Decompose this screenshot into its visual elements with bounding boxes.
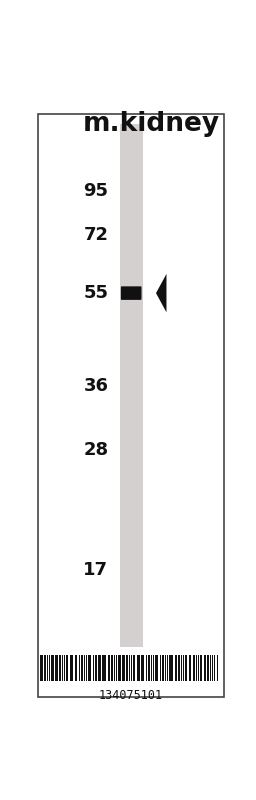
Bar <box>165 655 166 681</box>
Bar <box>129 655 130 681</box>
Bar <box>70 655 73 681</box>
Bar <box>57 655 58 681</box>
Bar <box>142 655 144 681</box>
Bar <box>158 655 159 681</box>
Bar <box>141 655 142 681</box>
Bar <box>108 655 110 681</box>
Bar <box>88 655 91 681</box>
Bar <box>79 655 80 681</box>
Bar <box>207 655 209 681</box>
Bar <box>203 655 204 681</box>
Bar <box>146 655 147 681</box>
Bar <box>98 655 99 681</box>
Bar <box>75 655 77 681</box>
Bar <box>47 655 48 681</box>
Bar <box>217 655 218 681</box>
Bar <box>212 655 213 681</box>
Bar <box>155 655 158 681</box>
Bar <box>55 655 57 681</box>
Bar <box>44 655 46 681</box>
Text: 28: 28 <box>83 442 108 459</box>
Bar <box>148 655 150 681</box>
Bar <box>178 655 180 681</box>
Bar <box>106 655 108 681</box>
Bar <box>131 655 132 681</box>
Bar <box>103 655 106 681</box>
Bar <box>102 655 103 681</box>
Text: 95: 95 <box>83 182 108 201</box>
Bar <box>93 655 94 681</box>
Text: 72: 72 <box>83 226 108 243</box>
Text: 17: 17 <box>83 562 108 579</box>
Bar <box>114 655 115 681</box>
Bar <box>198 655 199 681</box>
Bar <box>120 124 143 647</box>
Bar <box>183 655 184 681</box>
Bar <box>169 655 170 681</box>
Bar <box>189 655 191 681</box>
Polygon shape <box>156 274 166 312</box>
Bar <box>40 655 41 681</box>
Bar <box>86 655 87 681</box>
Bar <box>185 655 187 681</box>
Bar <box>62 655 63 681</box>
Bar <box>181 655 182 681</box>
FancyBboxPatch shape <box>121 286 142 300</box>
Bar <box>126 655 129 681</box>
Bar <box>166 655 168 681</box>
Bar <box>84 655 85 681</box>
Bar <box>200 655 202 681</box>
Bar <box>133 655 135 681</box>
Text: m.kidney: m.kidney <box>82 111 220 138</box>
Bar <box>153 655 154 681</box>
Bar <box>64 655 65 681</box>
Bar <box>170 655 173 681</box>
Bar <box>116 655 117 681</box>
Bar <box>151 655 152 681</box>
Bar <box>99 655 101 681</box>
Text: 55: 55 <box>83 284 108 302</box>
Bar <box>196 655 197 681</box>
Bar <box>193 655 196 681</box>
Text: 134075101: 134075101 <box>99 689 163 702</box>
Bar <box>59 655 61 681</box>
Bar <box>137 655 140 681</box>
Bar <box>111 655 113 681</box>
Bar <box>118 655 120 681</box>
Bar <box>162 655 164 681</box>
Bar <box>42 655 43 681</box>
Bar <box>124 655 125 681</box>
Bar <box>191 655 192 681</box>
Bar <box>81 655 83 681</box>
Bar <box>49 655 50 681</box>
Bar <box>51 655 53 681</box>
Bar <box>160 655 161 681</box>
Bar <box>204 655 206 681</box>
Text: 36: 36 <box>83 377 108 394</box>
Bar <box>175 655 177 681</box>
Bar <box>214 655 215 681</box>
Bar <box>210 655 211 681</box>
Bar <box>122 655 124 681</box>
Bar <box>95 655 97 681</box>
Bar <box>66 655 68 681</box>
